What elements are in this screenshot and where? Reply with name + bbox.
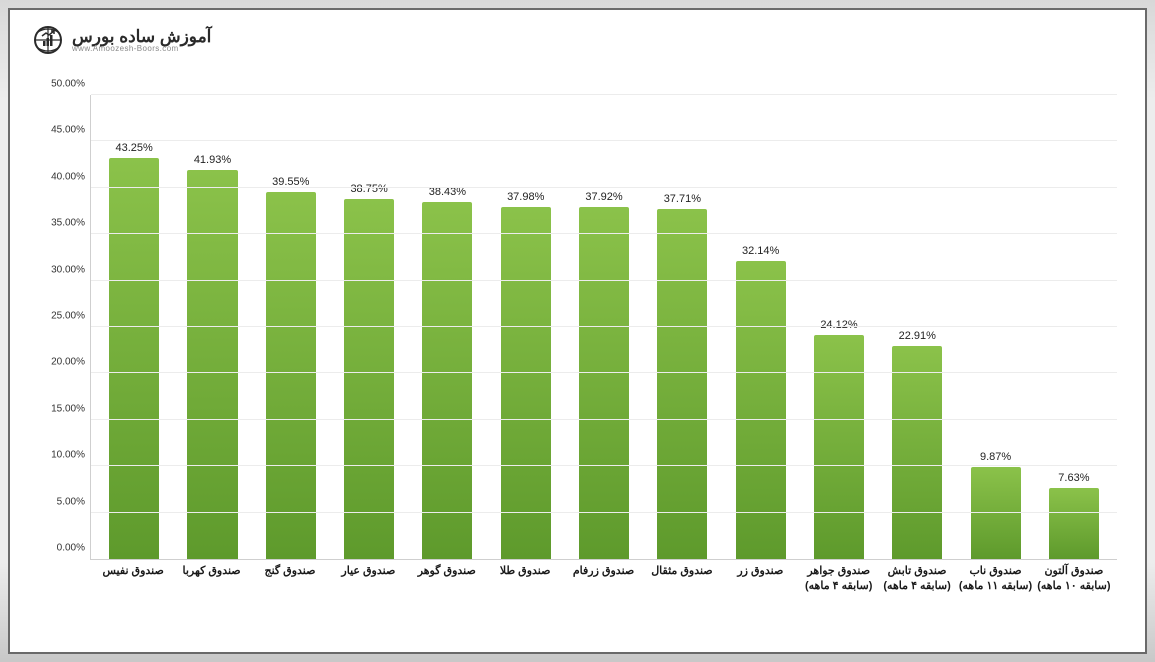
x-axis-label: صندوق طلا: [486, 564, 564, 638]
y-tick-label: 30.00%: [51, 264, 91, 275]
bar: [579, 207, 629, 559]
site-logo: آموزش ساده بورس www.Amoozesh-Boors.com: [32, 24, 211, 56]
bar-slot: 37.71%: [643, 95, 721, 559]
bar: [187, 170, 237, 559]
logo-subtitle: www.Amoozesh-Boors.com: [72, 45, 179, 53]
bar-slot: 41.93%: [173, 95, 251, 559]
bar: [814, 335, 864, 559]
bar-slot: 9.87%: [956, 95, 1034, 559]
bar-slot: 22.91%: [878, 95, 956, 559]
bar-slot: 37.92%: [565, 95, 643, 559]
x-axis-label: صندوق نفیس: [94, 564, 172, 638]
bar-value-label: 43.25%: [116, 142, 153, 154]
gridline: [91, 94, 1117, 95]
x-axis-labels: صندوق نفیسصندوق کهرباصندوق گنجصندوق عیار…: [90, 560, 1117, 638]
x-axis-label: صندوق زرفام: [564, 564, 642, 638]
bar-value-label: 38.43%: [429, 186, 466, 198]
x-axis-label: صندوق ناب (سابقه ۱۱ ماهه): [956, 564, 1034, 638]
logo-title: آموزش ساده بورس: [72, 28, 211, 45]
bar-value-label: 37.98%: [507, 191, 544, 203]
bar-value-label: 37.71%: [664, 193, 701, 205]
bar-value-label: 7.63%: [1058, 472, 1089, 484]
y-tick-label: 20.00%: [51, 357, 91, 368]
x-axis-label: صندوق تابش (سابقه ۴ ماهه): [878, 564, 956, 638]
gridline: [91, 419, 1117, 420]
gridline: [91, 372, 1117, 373]
y-tick-label: 15.00%: [51, 403, 91, 414]
y-tick-label: 25.00%: [51, 311, 91, 322]
x-axis-label: صندوق زر: [721, 564, 799, 638]
y-tick-label: 0.00%: [57, 543, 91, 554]
x-axis-label: صندوق کهربا: [172, 564, 250, 638]
logo-text: آموزش ساده بورس www.Amoozesh-Boors.com: [72, 28, 211, 53]
x-axis-label: صندوق عیار: [329, 564, 407, 638]
gridline: [91, 187, 1117, 188]
bar-slot: 32.14%: [722, 95, 800, 559]
bar: [657, 209, 707, 559]
y-tick-label: 35.00%: [51, 218, 91, 229]
bar: [109, 158, 159, 559]
y-tick-label: 50.00%: [51, 79, 91, 90]
bars-container: 43.25% 41.93% 39.55% 38.75% 38.43% 37.98% 37.9…: [91, 95, 1117, 559]
bar-value-label: 32.14%: [742, 245, 779, 257]
x-axis-label: صندوق آلتون (سابقه ۱۰ ماهه): [1035, 564, 1113, 638]
x-axis-label: صندوق گوهر: [408, 564, 486, 638]
gridline: [91, 140, 1117, 141]
bar-slot: 38.43%: [408, 95, 486, 559]
gridline: [91, 233, 1117, 234]
bar-value-label: 37.92%: [585, 191, 622, 203]
bar-value-label: 9.87%: [980, 451, 1011, 463]
bar-value-label: 38.75%: [350, 183, 387, 195]
bar-slot: 43.25%: [95, 95, 173, 559]
gridline: [91, 280, 1117, 281]
bar-slot: 38.75%: [330, 95, 408, 559]
bar: [501, 207, 551, 559]
y-tick-label: 10.00%: [51, 450, 91, 461]
bar: [736, 261, 786, 559]
bar: [892, 346, 942, 559]
y-tick-label: 45.00%: [51, 125, 91, 136]
bar: [266, 192, 316, 559]
plot-area: 43.25% 41.93% 39.55% 38.75% 38.43% 37.98% 37.9…: [90, 95, 1117, 560]
bar-value-label: 22.91%: [899, 330, 936, 342]
bar: [971, 467, 1021, 559]
bar: [1049, 488, 1099, 559]
globe-chart-icon: [32, 24, 64, 56]
x-axis-label: صندوق مثقال: [643, 564, 721, 638]
gridline: [91, 326, 1117, 327]
chart-frame: آموزش ساده بورس www.Amoozesh-Boors.com 4…: [8, 8, 1147, 654]
gridline: [91, 512, 1117, 513]
x-axis-label: صندوق گنج: [251, 564, 329, 638]
bar-slot: 37.98%: [487, 95, 565, 559]
bar: [344, 199, 394, 559]
y-tick-label: 5.00%: [57, 496, 91, 507]
bar-slot: 39.55%: [252, 95, 330, 559]
bar-chart: 43.25% 41.93% 39.55% 38.75% 38.43% 37.98% 37.9…: [38, 95, 1117, 638]
gridline: [91, 465, 1117, 466]
bar-slot: 7.63%: [1035, 95, 1113, 559]
bar-slot: 24.12%: [800, 95, 878, 559]
bar-value-label: 41.93%: [194, 154, 231, 166]
x-axis-label: صندوق جواهر (سابقه ۴ ماهه): [800, 564, 878, 638]
y-tick-label: 40.00%: [51, 171, 91, 182]
bar: [422, 202, 472, 559]
